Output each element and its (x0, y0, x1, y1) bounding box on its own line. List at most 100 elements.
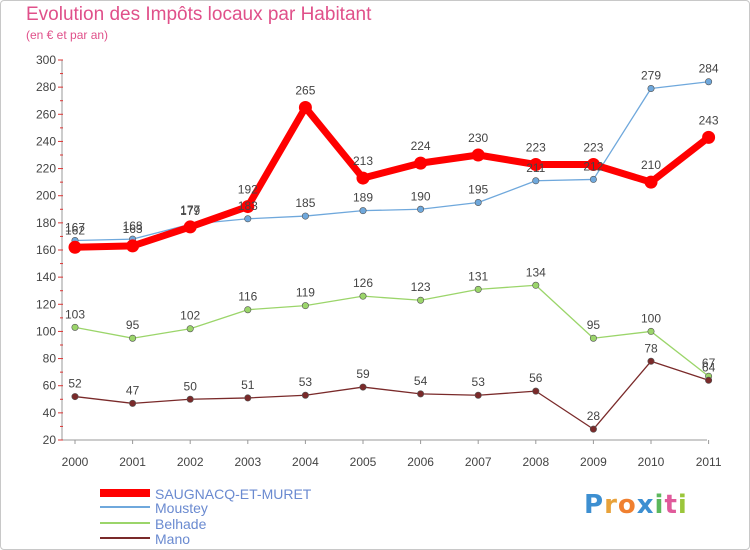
data-point (647, 85, 655, 93)
y-tick-label: 80 (43, 352, 57, 366)
data-point (183, 220, 197, 234)
x-tick-label: 2009 (580, 455, 607, 469)
data-label: 224 (411, 139, 431, 153)
logo-letter: P (584, 490, 605, 520)
legend-swatch (100, 506, 150, 508)
data-point (244, 306, 252, 314)
data-label: 177 (180, 203, 200, 217)
data-point (129, 334, 137, 342)
data-label: 53 (472, 375, 486, 389)
data-label: 103 (65, 307, 85, 321)
logo-letter: i (654, 490, 665, 520)
data-point (356, 171, 370, 185)
data-label: 211 (526, 161, 545, 175)
data-label: 95 (587, 318, 601, 332)
data-label: 183 (238, 199, 258, 213)
y-tick-label: 260 (36, 107, 56, 121)
data-point (417, 296, 425, 304)
x-tick-label: 2004 (292, 455, 319, 469)
legend-swatch (100, 537, 150, 539)
x-tick-label: 2003 (234, 455, 261, 469)
data-point (471, 148, 485, 162)
data-point (301, 212, 309, 220)
data-point (647, 357, 655, 365)
data-point (244, 394, 252, 402)
data-point (647, 327, 655, 335)
data-point (298, 101, 312, 114)
data-point (359, 292, 367, 300)
data-label: 189 (353, 191, 373, 205)
data-point (532, 177, 540, 185)
legend-item: Mano (100, 531, 360, 547)
legend-label: Moustey (155, 500, 208, 516)
data-point (705, 78, 713, 86)
y-tick-label: 20 (43, 433, 57, 447)
data-label: 52 (68, 377, 82, 391)
data-label: 223 (526, 141, 546, 155)
series-line-moustey (74, 81, 710, 242)
data-label: 265 (295, 84, 315, 98)
logo-letter: i (677, 490, 688, 520)
data-label: 51 (241, 378, 255, 392)
data-point (532, 387, 540, 395)
legend-swatch (100, 489, 150, 497)
y-tick-label: 120 (36, 297, 56, 311)
data-label: 67 (702, 356, 716, 370)
data-point (644, 175, 658, 189)
chart-subtitle: (en € et par an) (26, 28, 109, 42)
data-point (241, 200, 255, 214)
data-label: 185 (295, 196, 315, 210)
data-label: 168 (123, 219, 143, 233)
legend-item: Moustey (100, 500, 360, 516)
data-point (529, 158, 543, 171)
legend-item: Belhade (100, 516, 360, 532)
data-point (705, 376, 713, 384)
data-label: 162 (65, 223, 85, 237)
data-point (244, 215, 252, 223)
data-label: 195 (468, 183, 488, 197)
data-point (126, 239, 140, 253)
y-tick-label: 40 (43, 406, 57, 420)
data-label: 134 (526, 265, 546, 279)
data-point (359, 383, 367, 391)
x-tick-label: 2010 (638, 455, 665, 469)
data-point (702, 130, 716, 144)
y-tick-label: 160 (36, 243, 56, 257)
data-label: 28 (587, 409, 601, 423)
data-point (474, 285, 482, 293)
logo-letter: t (664, 490, 678, 520)
data-point (589, 425, 597, 433)
data-point (417, 205, 425, 213)
series-line-saugnacq-et-muret (71, 104, 713, 251)
data-label: 50 (184, 379, 198, 393)
data-point (301, 391, 309, 399)
data-label: 230 (468, 131, 488, 145)
data-point (586, 158, 600, 171)
data-label: 212 (583, 159, 603, 173)
y-tick-label: 300 (36, 53, 56, 67)
data-point (417, 390, 425, 398)
x-tick-label: 2005 (350, 455, 377, 469)
legend-item: SAUGNACQ-ET-MURET (100, 486, 360, 502)
data-point (186, 395, 194, 403)
data-point (301, 302, 309, 310)
legend-swatch (100, 522, 150, 524)
data-label: 279 (641, 69, 661, 83)
data-point (68, 240, 82, 254)
logo-letter: o (617, 490, 637, 520)
y-tick-label: 280 (36, 80, 56, 94)
x-tick-label: 2011 (696, 455, 722, 469)
x-tick-label: 2000 (62, 455, 89, 469)
data-label: 167 (65, 221, 85, 235)
logo-letter: r (604, 490, 618, 520)
chart-title: Evolution des Impôts locaux par Habitant (26, 4, 372, 25)
logo-text: Proxiti (584, 490, 688, 520)
data-label: 47 (126, 383, 140, 397)
series-line-mano (74, 360, 710, 430)
data-point (129, 399, 137, 407)
data-label: 179 (180, 204, 200, 218)
y-tick-label: 60 (43, 379, 57, 393)
data-label: 56 (529, 371, 543, 385)
